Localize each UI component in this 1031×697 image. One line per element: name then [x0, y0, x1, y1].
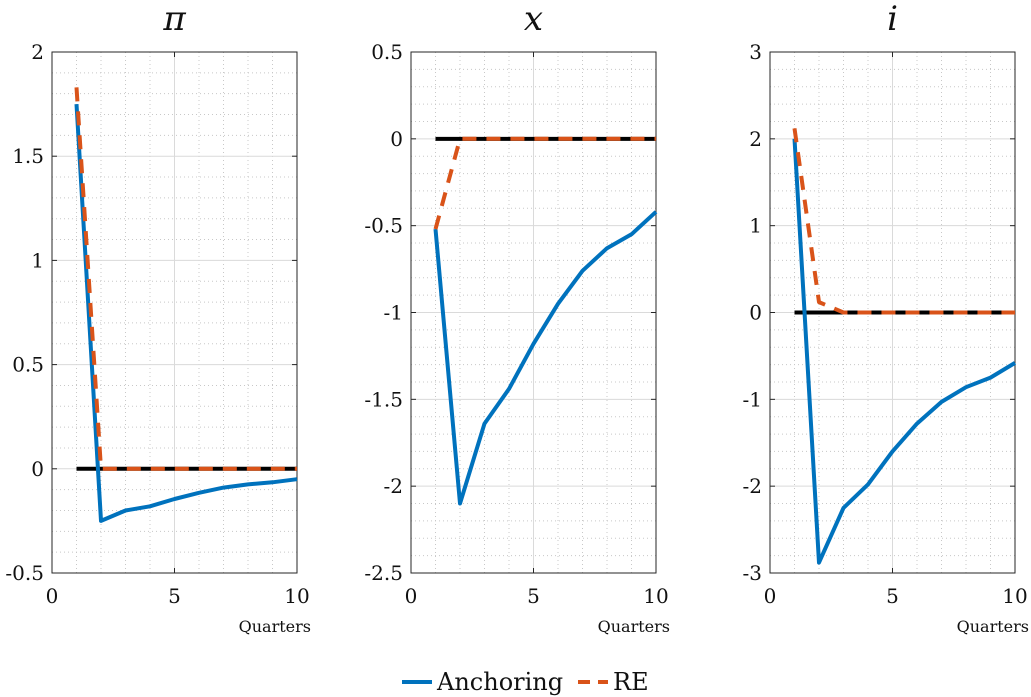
x-tick-label: 5	[886, 584, 899, 608]
x-tick-label: 10	[643, 584, 668, 608]
y-tick-label: -1	[743, 387, 762, 411]
series-line-anchoring	[433, 210, 658, 506]
y-tick-label: 0.5	[371, 40, 403, 64]
y-tick-label: 0	[31, 457, 44, 481]
y-tick-label: -2	[743, 474, 762, 498]
series-line-re	[792, 128, 1015, 315]
x-axis-label: Quarters	[239, 617, 311, 636]
y-tick-label: 0	[390, 127, 403, 151]
x-tick-label: 10	[1002, 584, 1027, 608]
y-tick-label: -1	[384, 301, 403, 325]
x-tick-label: 0	[405, 584, 418, 608]
legend-label-anchoring: Anchoring	[436, 668, 563, 696]
series-line-re	[433, 136, 656, 230]
x-tick-label: 5	[168, 584, 181, 608]
panel-2: 0 5 10 0.5 0 -0.5 -1 -1.5 -2 -2.5 Quarters x	[364, 0, 670, 636]
legend-label-re: RE	[613, 668, 649, 696]
series-line-anchoring	[792, 138, 1017, 565]
y-tick-label: 2	[749, 127, 762, 151]
y-tick-label: 2	[31, 40, 44, 64]
y-tick-label: 1	[749, 214, 762, 238]
y-tick-label: -2	[384, 474, 403, 498]
y-tick-label: -0.5	[5, 561, 44, 585]
y-tick-label: 0	[749, 301, 762, 325]
series-line-re	[74, 87, 297, 471]
panel-title: i	[887, 0, 898, 39]
y-tick-label: 3	[749, 40, 762, 64]
y-tick-label: -1.5	[364, 387, 403, 411]
x-tick-label: 0	[46, 584, 59, 608]
panel-title: π	[162, 0, 186, 39]
legend: Anchoring RE	[402, 668, 649, 696]
y-tick-label: -3	[743, 561, 762, 585]
x-tick-label: 0	[764, 584, 777, 608]
y-tick-label: 1.5	[12, 144, 44, 168]
y-tick-label: 0.5	[12, 353, 44, 377]
x-axis-label: Quarters	[598, 617, 670, 636]
x-axis-label: Quarters	[957, 617, 1029, 636]
x-tick-label: 5	[527, 584, 540, 608]
panel-title: x	[524, 0, 543, 39]
series-line-anchoring	[74, 103, 298, 523]
y-tick-label: 1	[31, 248, 44, 272]
y-tick-label: -0.5	[364, 214, 403, 238]
y-tick-label: -2.5	[364, 561, 403, 585]
x-tick-label: 10	[284, 584, 309, 608]
